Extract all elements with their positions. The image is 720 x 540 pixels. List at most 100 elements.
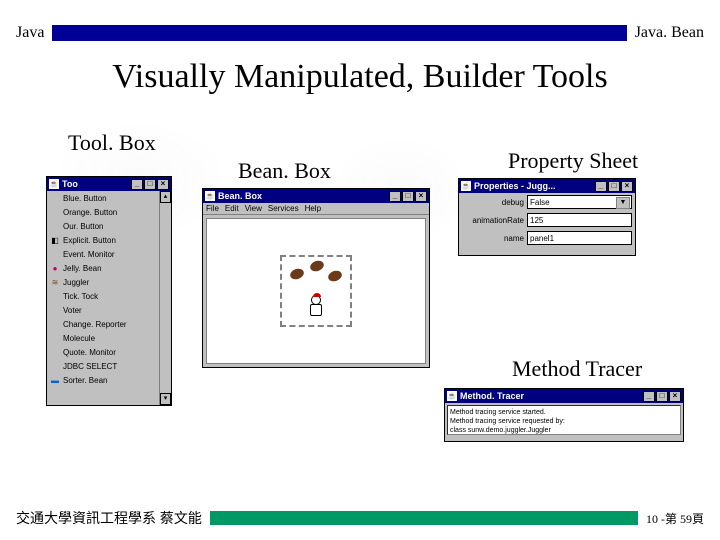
toolbox-item[interactable]: Event. Monitor (47, 247, 159, 261)
propsheet-title: Properties - Jugg... (474, 181, 595, 191)
beanbox-titlebar[interactable]: ☕ Bean. Box _ □ × (203, 189, 429, 203)
property-input[interactable]: panel1 (527, 231, 632, 245)
bean-icon: ≋ (50, 277, 60, 287)
toolbox-item[interactable]: ▬Sorter. Bean (47, 373, 159, 387)
toolbox-item-label: Explicit. Button (63, 236, 116, 245)
method-tracer-window: ☕ Method. Tracer _ □ × Method tracing se… (444, 388, 684, 442)
menu-item[interactable]: Edit (225, 204, 239, 213)
minimize-button[interactable]: _ (389, 191, 401, 202)
toolbox-item[interactable]: ≋Juggler (47, 275, 159, 289)
toolbox-item-label: Our. Button (63, 222, 103, 231)
bean-icon (50, 291, 60, 301)
menu-item[interactable]: Services (268, 204, 299, 213)
property-label: debug (462, 198, 524, 207)
bean-icon: ● (50, 263, 60, 273)
juggler-icon (288, 263, 344, 319)
toolbox-window: ☕ Too _ □ × Blue. Button Orange. Button Ou… (46, 176, 172, 406)
toolbox-item[interactable]: Tick. Tock (47, 289, 159, 303)
property-label: animationRate (462, 216, 524, 225)
maximize-button[interactable]: □ (608, 181, 620, 192)
property-label: name (462, 234, 524, 243)
minimize-button[interactable]: _ (643, 391, 655, 402)
toolbox-item-label: Juggler (63, 278, 89, 287)
property-row: debugFalse (459, 193, 635, 211)
minimize-button[interactable]: _ (595, 181, 607, 192)
log-line: class sunw.demo.juggler.Juggler (450, 426, 678, 435)
close-button[interactable]: × (415, 191, 427, 202)
bean-icon (50, 361, 60, 371)
scroll-up-button[interactable]: ▴ (160, 191, 171, 203)
footer-left: 交通大學資訊工程學系 蔡文能 (16, 508, 202, 528)
tracer-title: Method. Tracer (460, 391, 643, 401)
toolbox-item-label: Blue. Button (63, 194, 107, 203)
bean-icon (50, 319, 60, 329)
label-beanbox: Bean. Box (238, 158, 331, 184)
toolbox-scrollbar[interactable]: ▴ ▾ (159, 191, 171, 405)
propsheet-titlebar[interactable]: ☕ Properties - Jugg... _ □ × (459, 179, 635, 193)
beanbox-menubar: File Edit View Services Help (203, 203, 429, 215)
bean-icon (50, 333, 60, 343)
java-cup-icon: ☕ (205, 191, 215, 201)
log-line: Method tracing service started. (450, 408, 678, 417)
footer: 交通大學資訊工程學系 蔡文能 10 -第 59頁 (16, 508, 704, 528)
toolbox-item[interactable]: ●Jelly. Bean (47, 261, 159, 275)
toolbox-item-label: Jelly. Bean (63, 264, 102, 273)
toolbox-item[interactable]: ◧Explicit. Button (47, 233, 159, 247)
bean-icon (50, 193, 60, 203)
juggler-bean-selected[interactable] (280, 255, 352, 327)
beanbox-title: Bean. Box (218, 191, 389, 201)
toolbox-item[interactable]: JDBC SELECT (47, 359, 159, 373)
toolbox-item[interactable]: Blue. Button (47, 191, 159, 205)
menu-item[interactable]: View (245, 204, 262, 213)
toolbox-item-label: Quote. Monitor (63, 348, 116, 357)
log-line: Method tracing service requested by: (450, 417, 678, 426)
label-propsheet: Property Sheet (508, 148, 638, 174)
header-bar (52, 25, 626, 41)
label-toolbox: Tool. Box (68, 130, 156, 156)
toolbox-item-label: Molecule (63, 334, 95, 343)
property-row: namepanel1 (459, 229, 635, 247)
toolbox-item[interactable]: Change. Reporter (47, 317, 159, 331)
maximize-button[interactable]: □ (656, 391, 668, 402)
minimize-button[interactable]: _ (131, 179, 143, 190)
toolbox-item[interactable]: Orange. Button (47, 205, 159, 219)
menu-item[interactable]: Help (305, 204, 321, 213)
close-button[interactable]: × (669, 391, 681, 402)
maximize-button[interactable]: □ (402, 191, 414, 202)
maximize-button[interactable]: □ (144, 179, 156, 190)
bean-icon (50, 347, 60, 357)
header-left: Java (16, 24, 44, 42)
toolbox-item[interactable]: Voter (47, 303, 159, 317)
property-input[interactable]: 125 (527, 213, 632, 227)
bean-icon (50, 221, 60, 231)
toolbox-item[interactable]: Our. Button (47, 219, 159, 233)
toolbox-titlebar[interactable]: ☕ Too _ □ × (47, 177, 171, 191)
tracer-titlebar[interactable]: ☕ Method. Tracer _ □ × (445, 389, 683, 403)
toolbox-item-label: Sorter. Bean (63, 376, 107, 385)
scroll-down-button[interactable]: ▾ (160, 393, 171, 405)
toolbox-item-label: Tick. Tock (63, 292, 98, 301)
java-cup-icon: ☕ (461, 181, 471, 191)
label-tracer: Method Tracer (512, 356, 642, 382)
java-cup-icon: ☕ (447, 391, 457, 401)
bean-icon: ◧ (50, 235, 60, 245)
header-right: Java. Bean (635, 24, 704, 42)
beanbox-canvas[interactable] (206, 218, 426, 364)
footer-right: 10 -第 59頁 (646, 510, 704, 527)
property-row: animationRate125 (459, 211, 635, 229)
toolbox-item-label: Orange. Button (63, 208, 117, 217)
toolbox-item-label: Event. Monitor (63, 250, 115, 259)
toolbox-item-label: Voter (63, 306, 82, 315)
bean-icon (50, 207, 60, 217)
toolbox-item-label: Change. Reporter (63, 320, 127, 329)
property-rows: debugFalseanimationRate125namepanel1 (459, 193, 635, 247)
toolbox-item[interactable]: Quote. Monitor (47, 345, 159, 359)
close-button[interactable]: × (157, 179, 169, 190)
toolbox-list: Blue. ButtonOrange. ButtonOur. Button◧Ex… (47, 191, 159, 405)
property-dropdown[interactable]: False (527, 195, 632, 209)
close-button[interactable]: × (621, 181, 633, 192)
footer-bar (210, 511, 638, 525)
menu-item[interactable]: File (206, 204, 219, 213)
toolbox-item[interactable]: Molecule (47, 331, 159, 345)
bean-icon: ▬ (50, 375, 60, 385)
